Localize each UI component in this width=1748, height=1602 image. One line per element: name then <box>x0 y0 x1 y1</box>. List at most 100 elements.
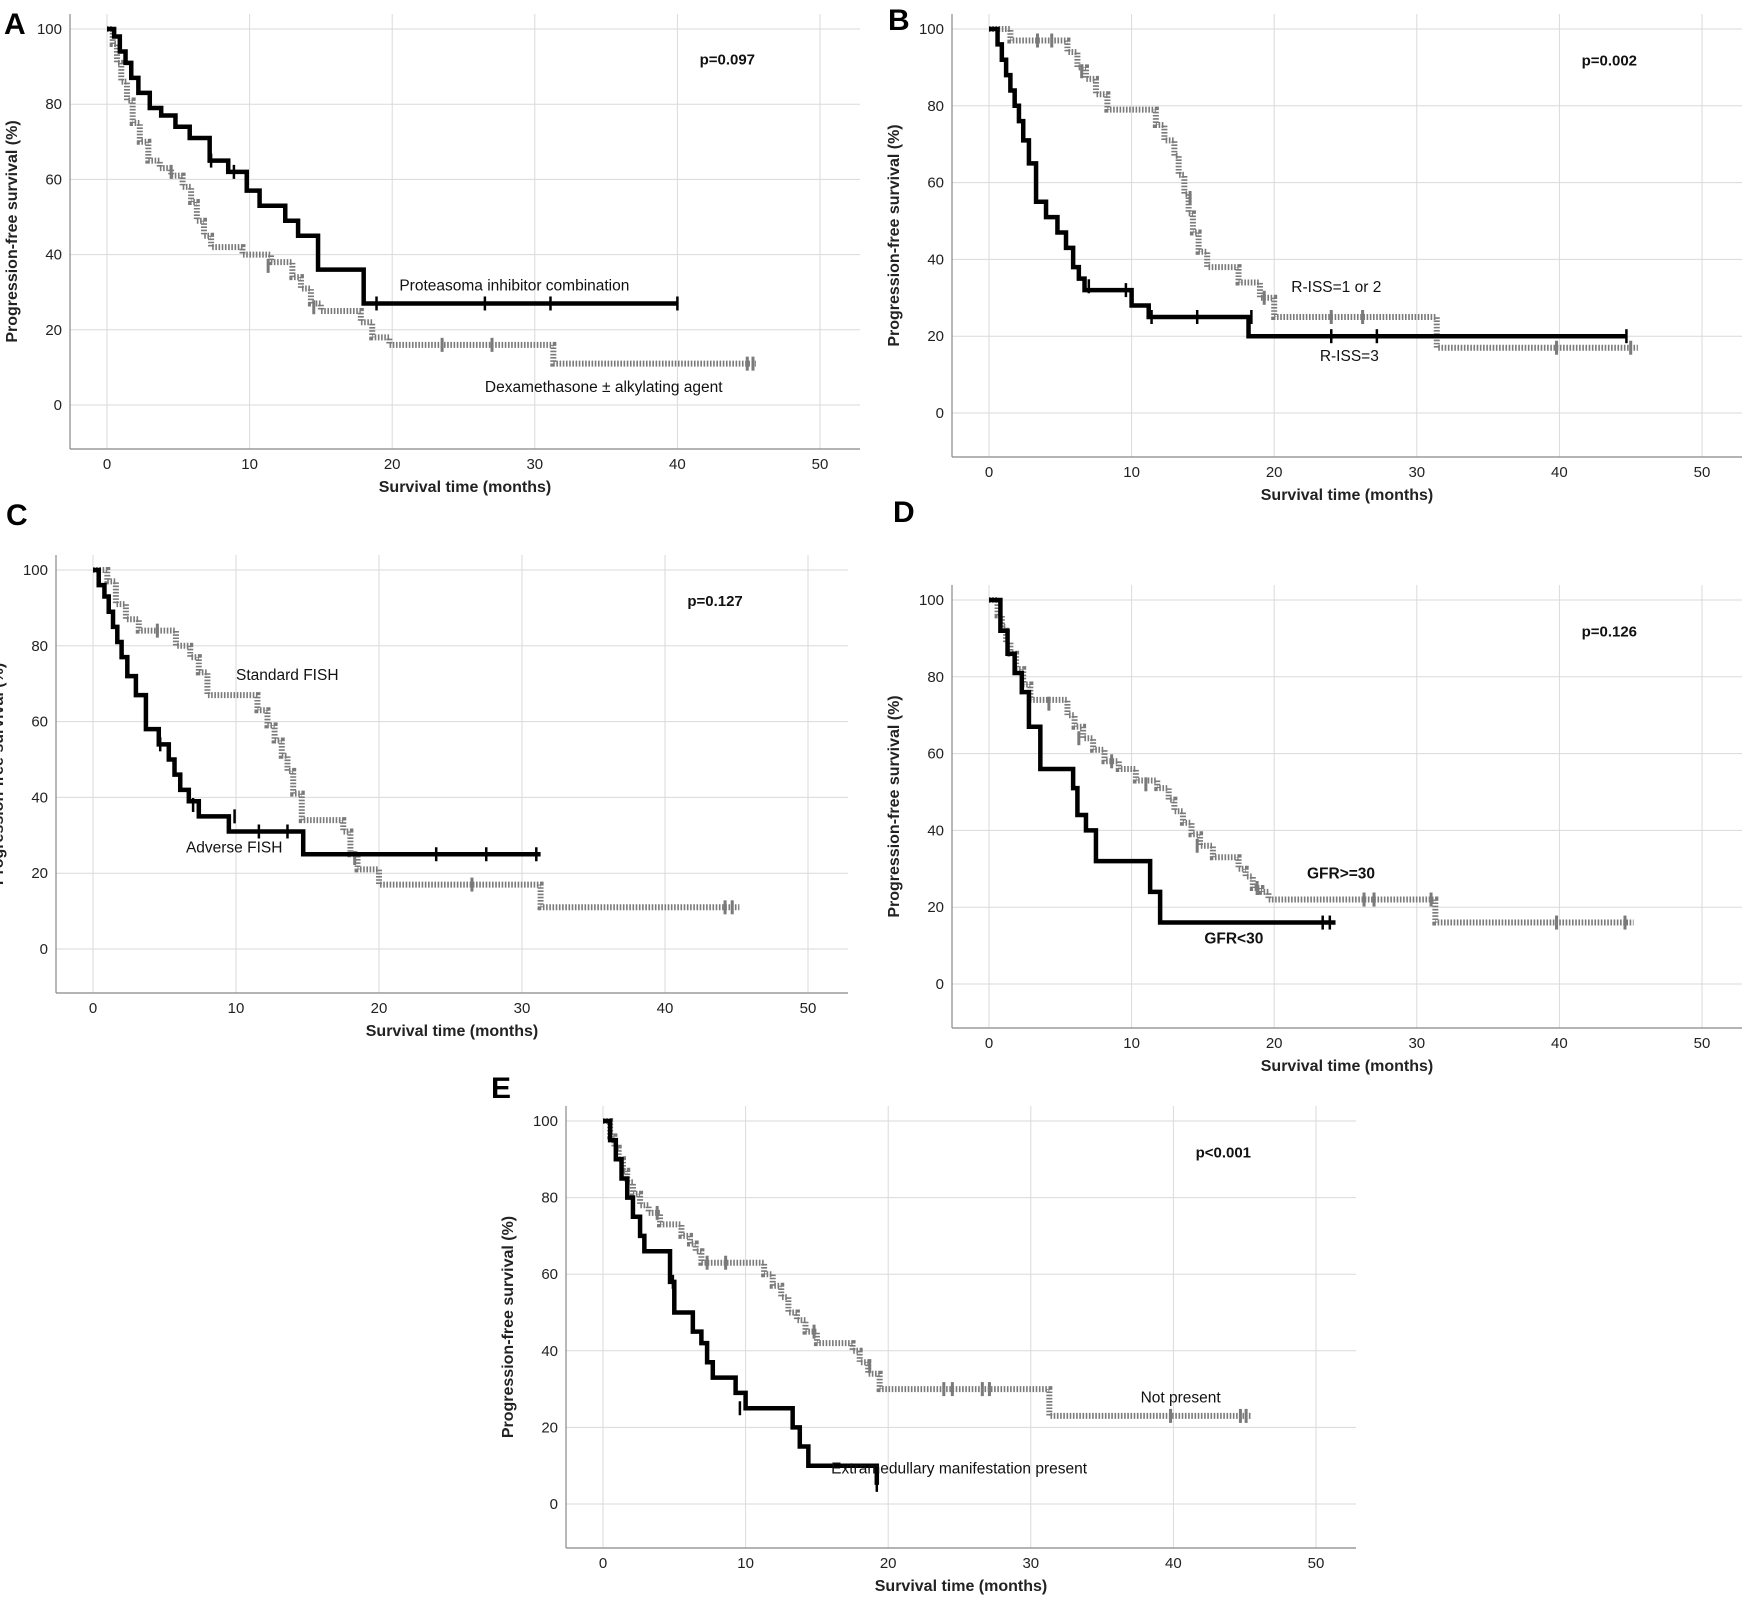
x-axis-title: Survival time (months) <box>1261 1058 1433 1075</box>
curve-label: Adverse FISH <box>186 839 282 856</box>
x-tick-label: 20 <box>371 1000 388 1017</box>
y-tick-label: 20 <box>927 899 944 916</box>
x-tick-label: 50 <box>812 456 829 473</box>
x-tick-label: 20 <box>1266 1035 1283 1052</box>
y-tick-label: 80 <box>927 98 944 115</box>
y-tick-label: 0 <box>40 941 48 958</box>
y-tick-label: 60 <box>927 746 944 763</box>
curve-label: Extramedullary manifestation present <box>831 1460 1088 1477</box>
y-axis-title: Progression-free survival (%) <box>4 120 21 342</box>
y-tick-label: 40 <box>45 247 62 264</box>
panel-letter: E <box>491 1072 511 1105</box>
y-tick-label: 60 <box>541 1266 558 1283</box>
y-tick-label: 0 <box>550 1496 558 1513</box>
p-value-label: p=0.097 <box>700 52 755 69</box>
x-tick-label: 30 <box>526 456 543 473</box>
y-axis-title: Progression-free survival (%) <box>0 663 7 885</box>
y-tick-label: 0 <box>54 397 62 414</box>
x-tick-label: 20 <box>1266 464 1283 481</box>
curve-label: GFR<30 <box>1204 931 1263 948</box>
curve-label: Standard FISH <box>236 667 339 684</box>
p-value-label: p=0.127 <box>687 593 742 610</box>
y-axis-title: Progression-free survival (%) <box>886 124 903 346</box>
x-tick-label: 40 <box>1551 1035 1568 1052</box>
y-tick-label: 60 <box>927 175 944 192</box>
km-curve-gray <box>93 567 740 911</box>
km-curve-black <box>989 26 1627 339</box>
x-axis-title: Survival time (months) <box>1261 487 1433 504</box>
x-tick-label: 20 <box>880 1555 897 1572</box>
panel-e: E 0 10 20 30 40 50 0 20 40 60 80 100 Survival time (m… <box>491 1072 1356 1595</box>
panel-letter: B <box>888 4 910 37</box>
y-tick-label: 40 <box>31 789 48 806</box>
x-tick-label: 10 <box>241 456 258 473</box>
x-tick-label: 50 <box>800 1000 817 1017</box>
y-tick-label: 60 <box>45 171 62 188</box>
km-curve-black <box>107 26 678 306</box>
y-tick-label: 20 <box>31 865 48 882</box>
x-tick-label: 0 <box>599 1555 607 1572</box>
x-tick-label: 30 <box>1022 1555 1039 1572</box>
panel-letter: D <box>893 496 915 529</box>
x-tick-label: 40 <box>1165 1555 1182 1572</box>
x-tick-label: 30 <box>1408 1035 1425 1052</box>
x-tick-label: 50 <box>1694 464 1711 481</box>
x-tick-label: 0 <box>985 464 993 481</box>
y-axis-title: Progression-free survival (%) <box>886 695 903 917</box>
y-tick-label: 20 <box>541 1419 558 1436</box>
x-tick-label: 50 <box>1308 1555 1325 1572</box>
y-tick-label: 20 <box>927 328 944 345</box>
x-tick-label: 40 <box>669 456 686 473</box>
curve-label: Proteasoma inhibitor combination <box>399 277 629 294</box>
x-tick-label: 20 <box>384 456 401 473</box>
panel-letter: A <box>4 8 26 41</box>
x-tick-label: 40 <box>1551 464 1568 481</box>
km-curve-gray <box>107 26 756 367</box>
y-tick-label: 80 <box>927 669 944 686</box>
x-tick-label: 10 <box>1123 1035 1140 1052</box>
curve-label: Dexamethasone ± alkylating agent <box>485 379 723 396</box>
km-curve-black <box>93 567 541 857</box>
y-tick-label: 0 <box>936 976 944 993</box>
y-tick-label: 40 <box>541 1343 558 1360</box>
x-tick-label: 10 <box>737 1555 754 1572</box>
x-tick-label: 10 <box>1123 464 1140 481</box>
y-tick-label: 100 <box>37 21 62 38</box>
y-tick-label: 80 <box>541 1190 558 1207</box>
x-tick-label: 0 <box>985 1035 993 1052</box>
y-tick-label: 40 <box>927 822 944 839</box>
km-curve-black <box>603 1118 880 1485</box>
panel-c: C 0 10 20 30 40 50 0 20 40 60 80 100 Survival time (m… <box>0 499 848 1040</box>
y-tick-label: 80 <box>31 638 48 655</box>
x-tick-label: 0 <box>103 456 111 473</box>
curve-label: GFR>=30 <box>1307 865 1375 882</box>
x-axis-title: Survival time (months) <box>875 1578 1047 1595</box>
panel-a: A 0 10 20 30 40 50 0 20 40 60 80 100 Survival time (m… <box>4 8 860 496</box>
p-value-label: p=0.002 <box>1582 52 1637 69</box>
x-tick-label: 10 <box>228 1000 245 1017</box>
y-tick-label: 100 <box>23 562 48 579</box>
curve-label: R-ISS=3 <box>1320 348 1379 365</box>
y-axis-title: Progression-free survival (%) <box>500 1216 517 1438</box>
p-value-label: p=0.126 <box>1582 623 1637 640</box>
km-curve-gray <box>603 1118 1252 1419</box>
km-curve-black <box>989 597 1336 925</box>
y-tick-label: 40 <box>927 251 944 268</box>
y-tick-label: 60 <box>31 714 48 731</box>
curve-label: R-ISS=1 or 2 <box>1291 279 1381 296</box>
y-tick-label: 0 <box>936 405 944 422</box>
y-tick-label: 100 <box>533 1113 558 1130</box>
x-axis-title: Survival time (months) <box>379 479 551 496</box>
x-tick-label: 30 <box>1408 464 1425 481</box>
x-tick-label: 30 <box>514 1000 531 1017</box>
y-tick-label: 80 <box>45 96 62 113</box>
curve-label: Not present <box>1141 1390 1222 1407</box>
panel-b: B 0 10 20 30 40 50 0 20 40 60 80 100 Survival time (m… <box>886 4 1742 504</box>
x-axis-title: Survival time (months) <box>366 1023 538 1040</box>
panel-letter: C <box>6 499 28 532</box>
panel-d: D 0 10 20 30 40 50 0 20 40 60 80 100 Survival time (m… <box>886 496 1742 1075</box>
y-tick-label: 100 <box>919 21 944 38</box>
x-tick-label: 40 <box>657 1000 674 1017</box>
y-tick-label: 20 <box>45 322 62 339</box>
